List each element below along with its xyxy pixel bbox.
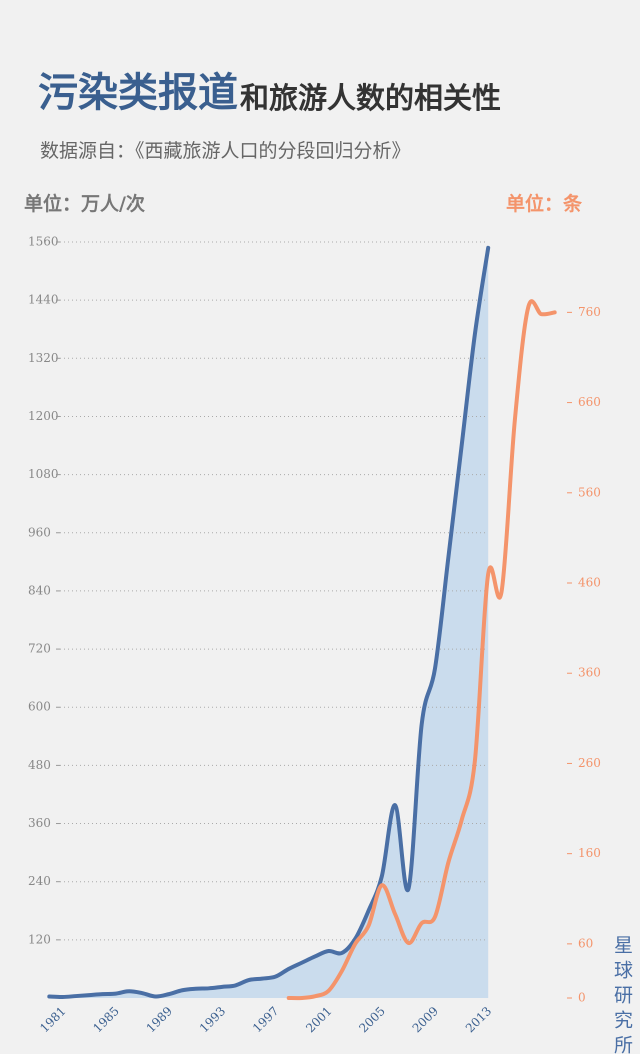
area [49, 247, 489, 999]
y-tick-label: 360 [28, 816, 51, 830]
line [47, 245, 491, 1000]
y-tick-label: 960 [28, 525, 51, 539]
y-tick-label: 840 [28, 583, 51, 597]
line [286, 299, 557, 1001]
y2-tick-label: 160 [578, 846, 601, 860]
y2-axis-label: 单位：条 [506, 192, 583, 215]
y2-tick-label: 0 [578, 991, 586, 1005]
y-tick-label: 720 [28, 642, 51, 656]
y2-tick-label: 660 [578, 395, 601, 409]
y-tick-label: 1080 [28, 467, 59, 481]
y2-tick-label: 60 [578, 936, 593, 950]
y-tick-label: 1320 [28, 351, 59, 365]
y2-tick-label: 360 [578, 666, 601, 680]
subtitle: 数据源自：《西藏旅游人口的分段回归分析》 [40, 140, 411, 162]
y2-tick-label: 460 [578, 576, 601, 590]
chart-title-highlight: 污染类报道 [38, 69, 238, 116]
y-axis-label: 单位：万人/次 [24, 192, 145, 215]
y-tick-label: 240 [28, 874, 51, 888]
y-tick-label: 1200 [28, 409, 59, 423]
y-tick-label: 1560 [28, 235, 59, 249]
annotation: 星球研究所 [611, 935, 633, 1054]
y2-tick-label: 760 [578, 305, 601, 319]
chart-title: 和旅游人数的相关性 [240, 81, 501, 115]
y-tick-label: 1440 [28, 293, 59, 307]
y-tick-label: 480 [28, 758, 51, 772]
y2-tick-label: 560 [578, 485, 601, 499]
y2-tick-label: 260 [578, 756, 601, 770]
y-tick-label: 600 [28, 700, 51, 714]
y-tick-label: 120 [28, 932, 51, 946]
